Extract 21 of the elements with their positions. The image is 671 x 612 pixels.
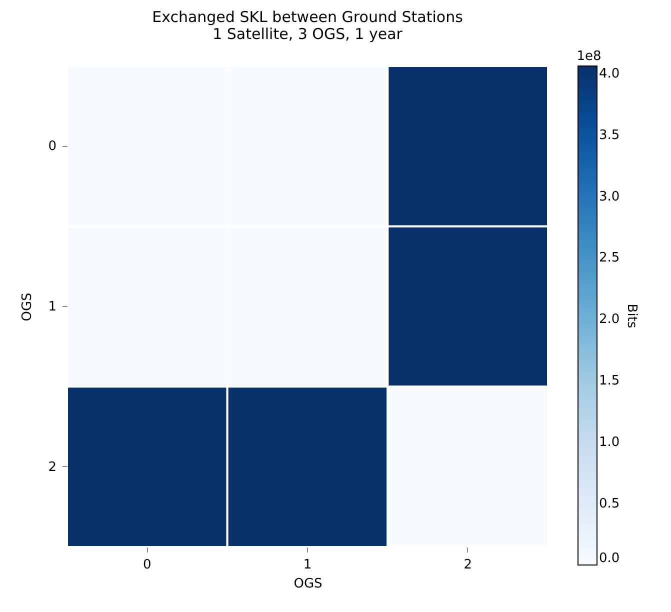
color-bar-label: 1.0 bbox=[599, 435, 620, 450]
text: 1e8 bbox=[576, 49, 602, 64]
x-tick-label: 1 bbox=[303, 558, 312, 572]
chart-title: Exchanged SKL between Ground Stations bbox=[152, 8, 464, 26]
chart-subtitle: 1 Satellite, 3 OGS, 1 year bbox=[212, 25, 404, 43]
color-bar-label: 0.5 bbox=[599, 496, 620, 512]
y-tick-label: 1 bbox=[48, 300, 56, 314]
color-bar-label: 3.5 bbox=[599, 128, 620, 143]
color-bar-label: 4.0 bbox=[599, 66, 620, 82]
x-tick-label: 0 bbox=[143, 558, 152, 572]
y-axis-title: OGS bbox=[20, 292, 36, 322]
color-bar-label: 2.5 bbox=[599, 250, 620, 266]
color-bar-label: 1.5 bbox=[599, 374, 620, 389]
x-tick-label: 2 bbox=[464, 558, 472, 572]
color-bar-label: 2.0 bbox=[599, 312, 620, 328]
y-tick-label: 0 bbox=[48, 139, 56, 154]
y-tick-label: 2 bbox=[48, 460, 56, 475]
x-axis-title: OGS bbox=[294, 576, 322, 592]
color-bar-label: 3.0 bbox=[599, 189, 620, 204]
color-bar-label: 0.0 bbox=[599, 551, 620, 566]
color-bar-title: Bits bbox=[624, 304, 639, 328]
